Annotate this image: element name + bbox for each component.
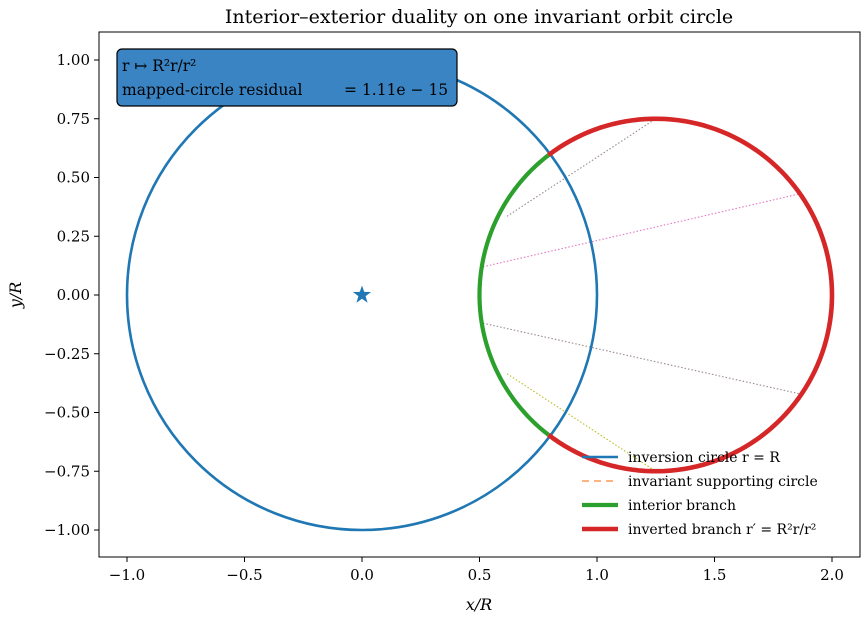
x-tick-label: 1.0 (585, 566, 609, 584)
x-tick-label: −0.5 (226, 566, 262, 584)
series-inverted-branch-r-r-r-r (547, 116, 835, 474)
y-tick-label: −1.00 (44, 521, 90, 539)
ticks-layer: −1.0 −0.5 0.0 0.5 1.0 1.5 2.0 1.00 0.75 0.50 0.25 0… (44, 51, 844, 584)
y-tick-label: −0.75 (44, 462, 90, 480)
x-tick-label: −1.0 (109, 566, 145, 584)
chart-title: Interior–exterior duality on one invaria… (225, 6, 733, 28)
legend-label-4: inverted branch r′ = R²r/r² (628, 522, 816, 538)
annotation-mapping: r ↦ R²r/r² (122, 57, 196, 75)
annotation-residual-value: = 1.11e − 15 (344, 81, 448, 99)
y-tick-label: −0.25 (44, 345, 90, 363)
x-tick-label: 0.5 (468, 566, 492, 584)
y-tick-label: 0.00 (57, 286, 90, 304)
y-tick-label: 0.50 (57, 169, 90, 187)
correspondence-line-4 (506, 373, 657, 472)
correspondence-line-2 (482, 193, 800, 268)
legend: inversion circle r = R invariant supporti… (582, 450, 818, 538)
x-axis-label: x/R (466, 595, 492, 614)
x-tick-label: 1.5 (703, 566, 727, 584)
x-tick-label: 2.0 (820, 566, 844, 584)
y-axis-label: y/R (6, 282, 25, 309)
y-tick-label: 0.25 (57, 227, 90, 245)
y-tick-label: 1.00 (57, 51, 90, 69)
series-interior-branch (477, 153, 550, 437)
center-star-marker (352, 285, 372, 303)
annotation-box: r ↦ R²r/r² mapped-circle residual = 1.11… (116, 48, 458, 107)
legend-label-1: inversion circle r = R (628, 450, 780, 466)
y-tick-label: −0.50 (44, 404, 90, 422)
legend-label-3: interior branch (628, 498, 736, 514)
x-tick-label: 0.0 (350, 566, 374, 584)
correspondence-line-3 (482, 322, 800, 395)
y-tick-label: 0.75 (57, 110, 90, 128)
correspondence-line-1 (506, 118, 657, 217)
annotation-residual-label: mapped-circle residual (122, 81, 303, 99)
legend-label-2: invariant supporting circle (628, 474, 818, 490)
